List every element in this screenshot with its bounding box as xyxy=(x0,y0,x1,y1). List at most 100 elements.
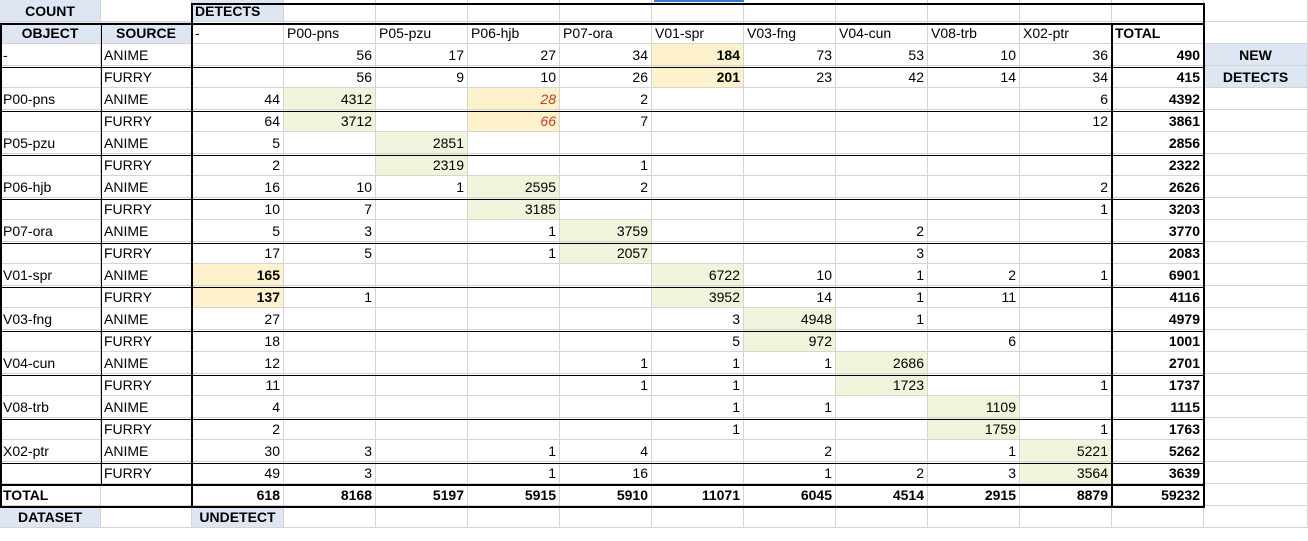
count-cell[interactable]: 11 xyxy=(928,286,1020,308)
count-cell[interactable]: 3185 xyxy=(468,198,560,220)
count-cell[interactable]: 36 xyxy=(1020,44,1112,66)
count-cell[interactable]: 10 xyxy=(192,198,284,220)
empty-cell[interactable] xyxy=(836,88,928,110)
count-cell[interactable]: 972 xyxy=(744,330,836,352)
empty-cell[interactable] xyxy=(1020,286,1112,308)
count-cell[interactable]: 137 xyxy=(192,286,284,308)
row-source[interactable]: ANIME xyxy=(101,264,192,286)
empty-cell[interactable] xyxy=(1020,242,1112,264)
count-cell[interactable]: 56 xyxy=(284,44,376,66)
empty-cell[interactable] xyxy=(652,176,744,198)
empty-cell[interactable] xyxy=(836,154,928,176)
empty-cell[interactable] xyxy=(1204,286,1308,308)
empty-cell[interactable] xyxy=(836,506,928,528)
empty-cell[interactable] xyxy=(376,506,468,528)
row-object-v04-cun[interactable]: V04-cun xyxy=(0,352,101,374)
empty-cell[interactable] xyxy=(560,506,652,528)
count-cell[interactable]: 2 xyxy=(1020,176,1112,198)
count-cell[interactable]: 5 xyxy=(284,242,376,264)
label-undetect[interactable]: UNDETECT xyxy=(192,506,284,528)
empty-cell[interactable] xyxy=(0,66,101,88)
column-header-p06-hjb[interactable]: P06-hjb xyxy=(468,22,560,44)
empty-cell[interactable] xyxy=(376,330,468,352)
count-cell[interactable]: 10 xyxy=(284,176,376,198)
count-cell[interactable]: 14 xyxy=(744,286,836,308)
column-total[interactable]: 5910 xyxy=(560,484,652,506)
count-cell[interactable]: 16 xyxy=(192,176,284,198)
row-total[interactable]: 4116 xyxy=(1112,286,1204,308)
count-cell[interactable]: 2 xyxy=(836,462,928,484)
column-header-v08-trb[interactable]: V08-trb xyxy=(928,22,1020,44)
row-object-none[interactable]: - xyxy=(0,44,101,66)
empty-cell[interactable] xyxy=(652,242,744,264)
empty-cell[interactable] xyxy=(376,440,468,462)
empty-cell[interactable] xyxy=(101,506,192,528)
count-cell[interactable]: 5221 xyxy=(1020,440,1112,462)
row-source[interactable]: ANIME xyxy=(101,308,192,330)
row-total[interactable]: 5262 xyxy=(1112,440,1204,462)
count-cell[interactable]: 1 xyxy=(652,352,744,374)
count-cell[interactable]: 1 xyxy=(1020,374,1112,396)
count-cell[interactable]: 2057 xyxy=(560,242,652,264)
row-source[interactable]: ANIME xyxy=(101,88,192,110)
count-cell[interactable]: 4312 xyxy=(284,88,376,110)
row-source[interactable]: ANIME xyxy=(101,440,192,462)
empty-cell[interactable] xyxy=(1020,506,1112,528)
empty-cell[interactable] xyxy=(376,242,468,264)
count-cell[interactable]: 1 xyxy=(652,396,744,418)
grand-total[interactable]: 59232 xyxy=(1112,484,1204,506)
empty-cell[interactable] xyxy=(560,198,652,220)
row-source[interactable]: ANIME xyxy=(101,396,192,418)
row-object-v08-trb[interactable]: V08-trb xyxy=(0,396,101,418)
empty-cell[interactable] xyxy=(468,418,560,440)
empty-cell[interactable] xyxy=(284,418,376,440)
count-cell[interactable]: 1 xyxy=(468,220,560,242)
count-cell[interactable]: 66 xyxy=(468,110,560,132)
count-cell[interactable]: 56 xyxy=(284,66,376,88)
row-object-x02-ptr[interactable]: X02-ptr xyxy=(0,440,101,462)
empty-cell[interactable] xyxy=(468,132,560,154)
count-cell[interactable]: 7 xyxy=(560,110,652,132)
empty-cell[interactable] xyxy=(744,242,836,264)
column-total[interactable]: 11071 xyxy=(652,484,744,506)
empty-cell[interactable] xyxy=(101,484,192,506)
empty-cell[interactable] xyxy=(652,110,744,132)
count-cell[interactable]: 6722 xyxy=(652,264,744,286)
row-total[interactable]: 490 xyxy=(1112,44,1204,66)
count-cell[interactable]: 6 xyxy=(1020,88,1112,110)
column-header-v04-cun[interactable]: V04-cun xyxy=(836,22,928,44)
empty-cell[interactable] xyxy=(928,110,1020,132)
empty-cell[interactable] xyxy=(1204,242,1308,264)
empty-cell[interactable] xyxy=(0,286,101,308)
count-cell[interactable]: 17 xyxy=(376,44,468,66)
empty-cell[interactable] xyxy=(376,396,468,418)
count-cell[interactable]: 26 xyxy=(560,66,652,88)
column-total[interactable]: 4514 xyxy=(836,484,928,506)
count-cell[interactable]: 165 xyxy=(192,264,284,286)
column-header-v01-spr[interactable]: V01-spr xyxy=(652,22,744,44)
empty-cell[interactable] xyxy=(560,286,652,308)
row-total[interactable]: 1001 xyxy=(1112,330,1204,352)
empty-cell[interactable] xyxy=(928,132,1020,154)
empty-cell[interactable] xyxy=(0,374,101,396)
empty-cell[interactable] xyxy=(0,462,101,484)
count-cell[interactable]: 10 xyxy=(468,66,560,88)
count-cell[interactable]: 2595 xyxy=(468,176,560,198)
count-cell[interactable]: 1723 xyxy=(836,374,928,396)
empty-cell[interactable] xyxy=(836,176,928,198)
empty-cell[interactable] xyxy=(652,154,744,176)
row-object-v01-spr[interactable]: V01-spr xyxy=(0,264,101,286)
row-total[interactable]: 3770 xyxy=(1112,220,1204,242)
column-total[interactable]: 6045 xyxy=(744,484,836,506)
count-cell[interactable]: 2 xyxy=(836,220,928,242)
empty-cell[interactable] xyxy=(1112,506,1204,528)
count-cell[interactable]: 11 xyxy=(192,374,284,396)
row-object-p07-ora[interactable]: P07-ora xyxy=(0,220,101,242)
empty-cell[interactable] xyxy=(836,418,928,440)
count-cell[interactable]: 201 xyxy=(652,66,744,88)
count-cell[interactable]: 1 xyxy=(652,374,744,396)
empty-cell[interactable] xyxy=(1204,22,1308,44)
empty-cell[interactable] xyxy=(468,308,560,330)
count-cell[interactable]: 6 xyxy=(928,330,1020,352)
